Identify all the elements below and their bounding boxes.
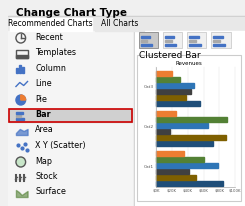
Text: Cat1: Cat1 — [144, 165, 154, 169]
Text: $80K: $80K — [214, 189, 224, 193]
Bar — [141, 40, 147, 42]
Text: Recent: Recent — [35, 33, 63, 41]
Bar — [156, 111, 176, 116]
Bar — [156, 141, 213, 146]
Bar — [8, 17, 245, 31]
Bar — [8, 16, 245, 17]
Text: Cat2: Cat2 — [144, 125, 154, 129]
Bar — [16, 55, 27, 57]
Bar — [134, 31, 135, 206]
Text: Bar: Bar — [35, 110, 51, 119]
Text: Change Chart Type: Change Chart Type — [16, 8, 127, 18]
Bar — [156, 181, 223, 186]
Bar — [95, 18, 144, 31]
Bar — [137, 55, 241, 201]
Bar — [8, 31, 134, 206]
Bar — [156, 151, 184, 156]
Text: Column: Column — [35, 63, 66, 73]
Text: Templates: Templates — [35, 48, 76, 57]
Bar — [213, 35, 223, 38]
Bar — [156, 135, 226, 140]
Bar — [156, 123, 208, 128]
Wedge shape — [21, 95, 26, 100]
Bar — [189, 43, 201, 46]
Bar — [19, 65, 21, 73]
Bar — [16, 68, 18, 73]
Bar — [156, 157, 204, 162]
Text: Line: Line — [35, 79, 52, 88]
Bar — [165, 43, 176, 46]
Text: $60K: $60K — [199, 189, 208, 193]
Text: $100K: $100K — [229, 189, 242, 193]
Bar — [211, 32, 231, 48]
Circle shape — [16, 157, 26, 167]
Bar — [156, 175, 196, 180]
Bar — [9, 109, 132, 122]
Bar — [156, 95, 186, 100]
Bar — [9, 109, 132, 122]
Text: Recommended Charts: Recommended Charts — [8, 19, 93, 27]
Text: $40K: $40K — [183, 189, 193, 193]
Bar — [141, 43, 152, 46]
Bar — [156, 89, 191, 94]
Bar — [16, 115, 21, 117]
Text: $20K: $20K — [167, 189, 177, 193]
Bar — [135, 31, 245, 206]
Text: Surface: Surface — [35, 187, 66, 197]
Text: $0K: $0K — [152, 189, 160, 193]
Text: Revenues: Revenues — [176, 61, 202, 66]
Bar — [16, 49, 27, 57]
Text: Area: Area — [35, 125, 54, 135]
Bar — [16, 117, 24, 119]
Bar — [187, 32, 206, 48]
Bar — [156, 71, 172, 76]
Text: X Y (Scatter): X Y (Scatter) — [35, 141, 86, 150]
Text: Pie: Pie — [35, 95, 47, 103]
Bar — [189, 35, 199, 38]
Text: Map: Map — [35, 157, 52, 165]
Bar — [156, 101, 200, 106]
Text: Stock: Stock — [35, 172, 58, 181]
Bar — [165, 35, 174, 38]
Bar — [165, 40, 172, 42]
Bar — [156, 129, 170, 134]
Bar — [213, 43, 225, 46]
Bar — [156, 163, 218, 168]
Bar — [156, 117, 227, 122]
Bar — [16, 111, 23, 114]
Bar — [156, 169, 189, 174]
Bar — [22, 67, 24, 73]
Bar — [156, 77, 180, 82]
Bar — [10, 18, 92, 31]
Circle shape — [16, 95, 26, 105]
Bar — [156, 83, 194, 88]
Bar — [141, 35, 150, 38]
Text: All Charts: All Charts — [101, 19, 138, 27]
Bar — [163, 32, 182, 48]
Text: Clustered Bar: Clustered Bar — [139, 51, 200, 60]
Bar — [139, 32, 158, 48]
Bar — [189, 40, 196, 42]
Text: Cat3: Cat3 — [144, 85, 154, 89]
Bar — [213, 40, 220, 42]
